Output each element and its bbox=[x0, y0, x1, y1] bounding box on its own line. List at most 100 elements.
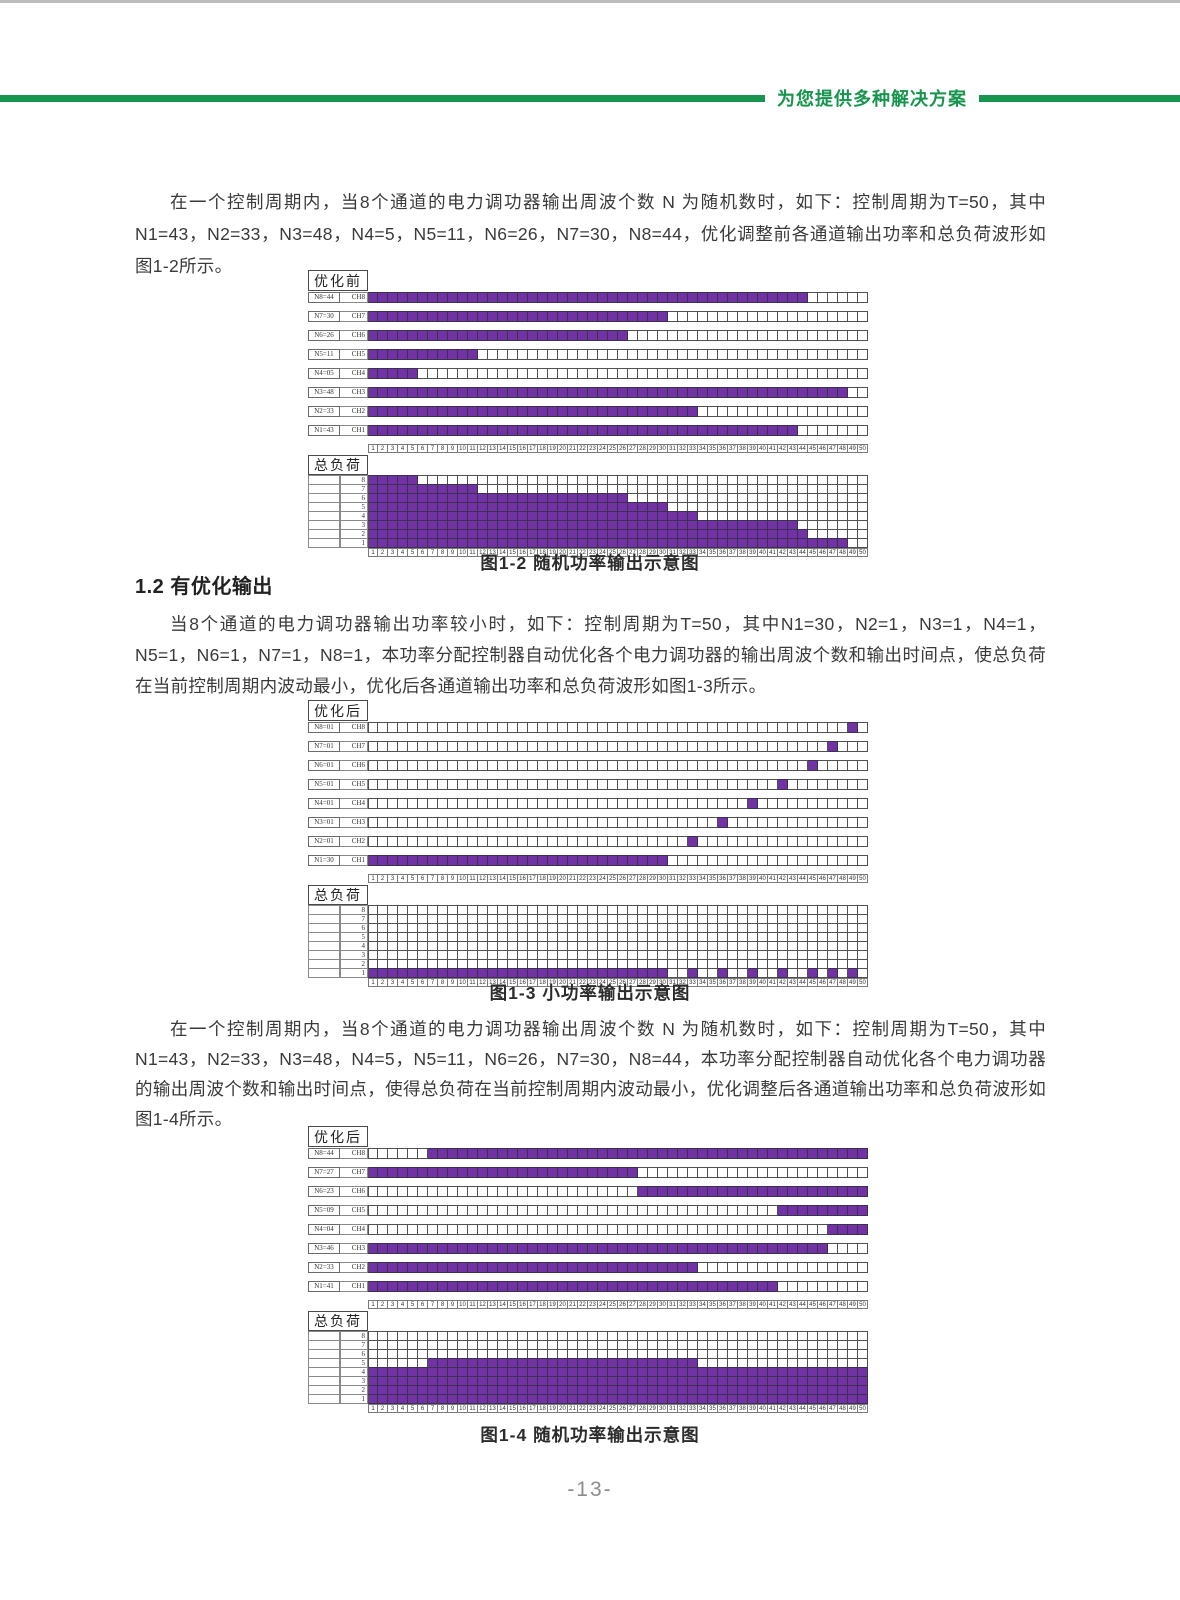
grid-cell bbox=[758, 425, 768, 436]
paragraph-small-power: 当8个通道的电力调功器输出功率较小时，如下：控制周期为T=50，其中N1=30，… bbox=[135, 614, 1046, 696]
axis-tick: 21 bbox=[568, 444, 578, 453]
grid-cell bbox=[748, 1186, 758, 1197]
grid-cell bbox=[618, 1205, 628, 1216]
grid-cell bbox=[798, 1205, 808, 1216]
grid-cell bbox=[588, 1186, 598, 1197]
n-value-label: N4=04 bbox=[308, 1224, 340, 1235]
channel-row-ch4: N4=05 CH4 bbox=[308, 368, 869, 379]
grid-cell bbox=[518, 1186, 528, 1197]
grid-cell bbox=[648, 387, 658, 398]
grid-cell bbox=[458, 311, 468, 322]
grid-cell bbox=[668, 817, 678, 828]
grid-cell bbox=[798, 1243, 808, 1254]
channel-label: CH7 bbox=[340, 311, 368, 322]
axis-tick: 33 bbox=[688, 874, 698, 883]
grid-cell bbox=[528, 1394, 538, 1404]
grid-cell bbox=[558, 1205, 568, 1216]
grid-cell bbox=[598, 1281, 608, 1292]
axis-tick: 38 bbox=[738, 444, 748, 453]
grid-cell bbox=[498, 311, 508, 322]
grid-cell bbox=[538, 368, 548, 379]
grid-cell bbox=[598, 817, 608, 828]
grid-cell bbox=[728, 741, 738, 752]
grid-cell bbox=[758, 836, 768, 847]
grid-cell bbox=[508, 1186, 518, 1197]
grid-cell bbox=[718, 1167, 728, 1178]
axis-tick: 25 bbox=[608, 874, 618, 883]
grid-cell bbox=[568, 425, 578, 436]
grid-cell bbox=[748, 1205, 758, 1216]
x-axis-ticks: 1 2 3 4 5 6 7 8 9 10 11 12 13 14 15 16 17 18 19 20 21 22 23 24 2… bbox=[368, 978, 869, 987]
grid-cell bbox=[628, 1243, 638, 1254]
axis-tick: 43 bbox=[788, 1300, 798, 1309]
grid-cell bbox=[468, 855, 478, 866]
grid-cell bbox=[528, 722, 538, 733]
axis-tick: 50 bbox=[858, 1404, 868, 1413]
grid-cell bbox=[478, 722, 488, 733]
grid-cell bbox=[368, 1205, 378, 1216]
grid-cell bbox=[468, 330, 478, 341]
grid-cell bbox=[578, 406, 588, 417]
grid-cell bbox=[828, 722, 838, 733]
grid-cell bbox=[518, 1281, 528, 1292]
grid-cell bbox=[538, 855, 548, 866]
grid-cell bbox=[838, 311, 848, 322]
grid-cell bbox=[638, 855, 648, 866]
grid-cell bbox=[568, 292, 578, 303]
grid-cell bbox=[828, 1243, 838, 1254]
grid-cell bbox=[538, 387, 548, 398]
grid-cell bbox=[818, 387, 828, 398]
page-top-border bbox=[0, 0, 1180, 3]
grid-cell bbox=[858, 311, 868, 322]
grid-cell bbox=[668, 330, 678, 341]
grid-cell bbox=[708, 722, 718, 733]
n-value-label: N3=46 bbox=[308, 1243, 340, 1254]
grid-cell bbox=[688, 855, 698, 866]
grid-cell bbox=[588, 425, 598, 436]
grid-cell bbox=[668, 760, 678, 771]
grid-cell bbox=[538, 1262, 548, 1273]
grid-cell bbox=[788, 368, 798, 379]
axis-tick: 18 bbox=[538, 444, 548, 453]
figure-1-4: 优化后 N8=44 CH8 N7=27 CH7 N6=23 CH6 N5=09 CH5 N4=0… bbox=[308, 1126, 869, 1413]
grid-cell bbox=[398, 1243, 408, 1254]
axis-tick: 38 bbox=[738, 1404, 748, 1413]
grid-cell bbox=[518, 817, 528, 828]
axis-tick: 44 bbox=[798, 874, 808, 883]
grid-cell bbox=[378, 1186, 388, 1197]
grid-cell bbox=[548, 855, 558, 866]
grid-cell bbox=[538, 817, 548, 828]
grid-cell bbox=[488, 425, 498, 436]
grid-cell bbox=[558, 387, 568, 398]
grid-cell bbox=[478, 1224, 488, 1235]
axis-tick: 12 bbox=[478, 444, 488, 453]
axis-tick: 21 bbox=[568, 978, 578, 987]
axis-tick: 19 bbox=[548, 874, 558, 883]
grid-cell bbox=[698, 292, 708, 303]
axis-tick: 30 bbox=[658, 1404, 668, 1413]
grid-cell bbox=[618, 1394, 628, 1404]
grid-cell bbox=[638, 538, 648, 548]
load-row-level-2: 2 bbox=[308, 1385, 869, 1395]
grid-cell bbox=[418, 349, 428, 360]
grid-cell bbox=[738, 779, 748, 790]
grid-cell bbox=[418, 836, 428, 847]
grid-cell bbox=[818, 1186, 828, 1197]
grid-cell bbox=[478, 387, 488, 398]
grid-cell bbox=[818, 1394, 828, 1404]
grid-cell bbox=[788, 760, 798, 771]
grid-cell bbox=[418, 1243, 428, 1254]
grid-cell bbox=[728, 1167, 738, 1178]
grid-cell bbox=[498, 292, 508, 303]
grid-cell bbox=[578, 1205, 588, 1216]
grid-cell bbox=[378, 741, 388, 752]
grid-cell bbox=[788, 349, 798, 360]
grid-cell bbox=[718, 798, 728, 809]
grid-cell bbox=[548, 836, 558, 847]
grid-cell bbox=[798, 1262, 808, 1273]
grid-cell bbox=[438, 538, 448, 548]
grid-cell bbox=[808, 1262, 818, 1273]
grid-cell bbox=[438, 1224, 448, 1235]
grid-cell bbox=[808, 1394, 818, 1404]
channel-label: CH7 bbox=[340, 741, 368, 752]
